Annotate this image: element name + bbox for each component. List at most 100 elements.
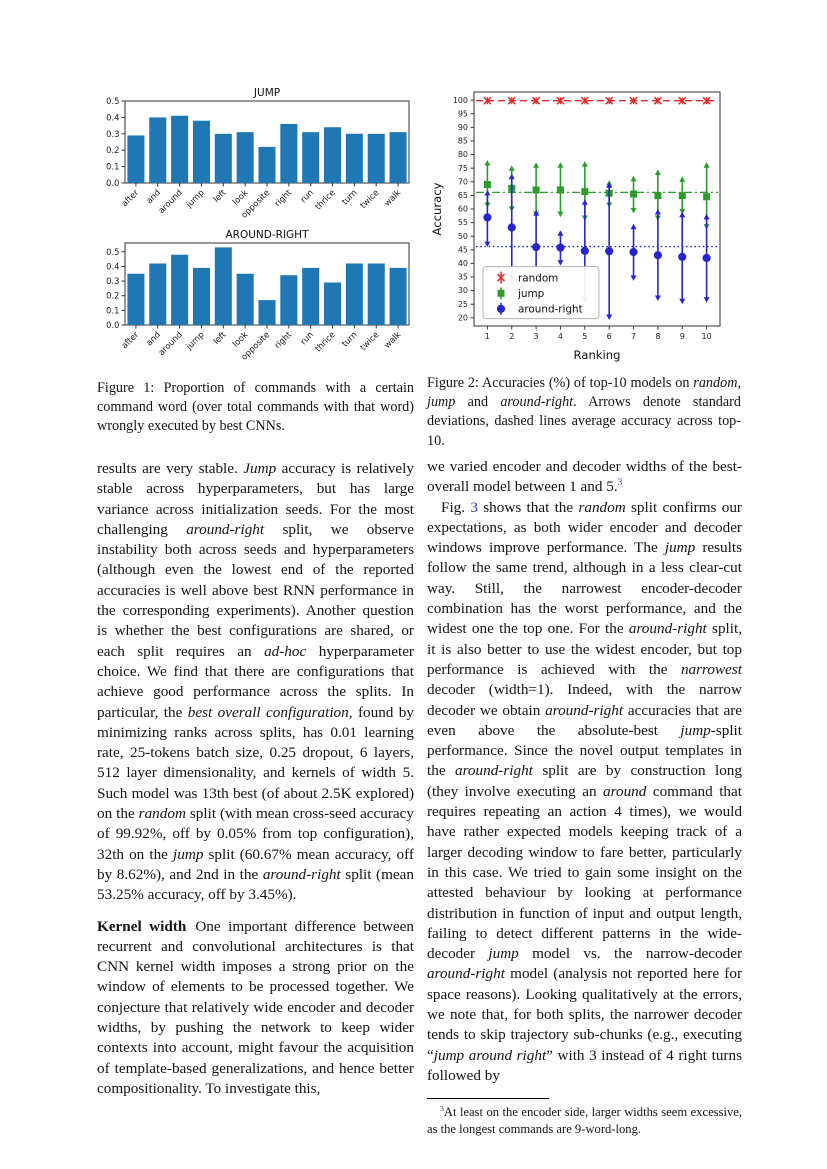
y-axis-label: Accuracy [430,182,444,235]
y-tick-label: 0.3 [106,129,119,139]
y-tick-label: 60 [458,205,468,214]
text-run: jump [427,394,456,411]
text-run: around-right [628,620,707,638]
text-run: jump [488,945,519,963]
y-tick-label: 0.5 [106,247,119,257]
chart-title: JUMP [253,87,280,99]
arrow-down [679,298,686,305]
text-run: around-right [545,701,624,719]
paragraph-varied-widths: we varied encoder and decoder widths of … [427,457,742,498]
x-tick-label: around [156,187,184,215]
text-run: decoder (width=1). Indeed, with the narr… [427,681,742,719]
text-run: split, it is also better to use the wide… [427,620,742,678]
arrow-up [679,211,686,218]
marker [483,213,492,222]
figure-1: JUMP 0.0 0.1 0.2 0.3 0.4 0.5 after and around jump… [95,86,413,370]
y-tick-label: 0.0 [106,178,119,188]
legend-label: random [518,272,558,284]
text-run: split (mean 53.25% accuracy, off by 3.45… [97,865,414,904]
y-tick-label: 0.4 [106,112,119,122]
arrow-down [557,260,564,266]
arrow-up [630,175,637,182]
bar [171,115,189,183]
bar [149,117,167,183]
marker [630,190,638,198]
reference-link[interactable]: 3 [470,498,478,516]
footnote-rule [427,1098,549,1100]
bar [389,267,407,325]
arrow-up [508,173,515,180]
arrow-up [606,182,613,188]
y-tick-label: 0.1 [106,305,119,315]
x-tick-label: 7 [631,332,636,341]
y-tick-label: 85 [458,137,468,146]
arrow-up [508,165,515,171]
text-run: Figure 1: Proportion of commands with a … [97,380,414,435]
marker [483,181,491,189]
arrow-down [679,208,686,215]
bar [214,133,232,183]
arrow-down [484,241,491,248]
x-tick-label: after [119,187,140,208]
x-tick-label: twice [358,329,381,352]
marker [678,192,686,200]
marker [605,247,614,256]
bar [236,132,254,183]
left-column: results are very stable. Jump accuracy i… [97,459,414,1099]
x-tick-label: jump [183,329,206,352]
x-tick-label: 6 [607,332,612,341]
y-tick-label: 30 [458,286,468,295]
x-tick-label: thrice [313,329,337,353]
reference-link[interactable]: 3 [617,478,623,489]
arrow-up [581,161,588,167]
y-tick-label: 0.3 [106,276,119,286]
arrow-up [630,223,637,230]
text-run: random [138,805,186,823]
marker [678,252,687,261]
arrow-up [484,160,491,166]
x-tick-label: right [272,329,293,350]
text-run: -split performance. Since the novel outp… [427,721,742,780]
around-right-bar-chart: AROUND-RIGHT 0.0 0.1 0.2 0.3 0.4 0.5 after andar… [106,229,410,362]
text-run: around-right [186,520,265,538]
text-run: split (with mean cross-seed accuracy of … [97,805,414,863]
text-run: we varied encoder and decoder widths of … [427,458,742,496]
y-tick-label: 20 [458,313,468,322]
bar [149,263,167,325]
arrow-down [606,314,613,321]
y-tick-label: 50 [458,232,468,241]
x-tick-label: 4 [558,332,563,341]
arrow-down [630,207,637,214]
paragraph-kernel-width: Kernel width One important difference bet… [97,917,414,1100]
text-run: around-right [500,394,574,411]
bar [192,267,210,325]
bar [345,263,363,325]
text-run: around-right [454,762,533,780]
marker [581,188,589,196]
x-tick-label: right [272,187,293,208]
x-tick-label: turn [340,187,359,206]
arrow-down [703,297,710,303]
text-run: model vs. the narrow-decoder [518,945,743,963]
text-run: accuracy is relatively stable across hyp… [97,460,414,538]
y-tick-label: 0.2 [106,291,119,301]
text-run: around-right [262,865,341,883]
arrow-down [654,295,661,301]
text-run: narrowest [680,660,742,678]
x-tick-label: 9 [680,332,685,341]
marker [496,304,506,313]
bar [345,133,363,183]
x-tick-label: turn [340,329,359,348]
y-tick-label: 25 [458,300,468,309]
y-tick-label: 35 [458,273,468,282]
x-tick-label: around [156,329,184,357]
y-tick-label: 100 [453,96,468,105]
bar [302,132,320,183]
text-run: and [455,394,501,411]
x-tick-label: and [144,187,162,205]
x-tick-label: walk [382,329,403,350]
bar [258,300,276,325]
text-run: around-right [427,965,505,983]
